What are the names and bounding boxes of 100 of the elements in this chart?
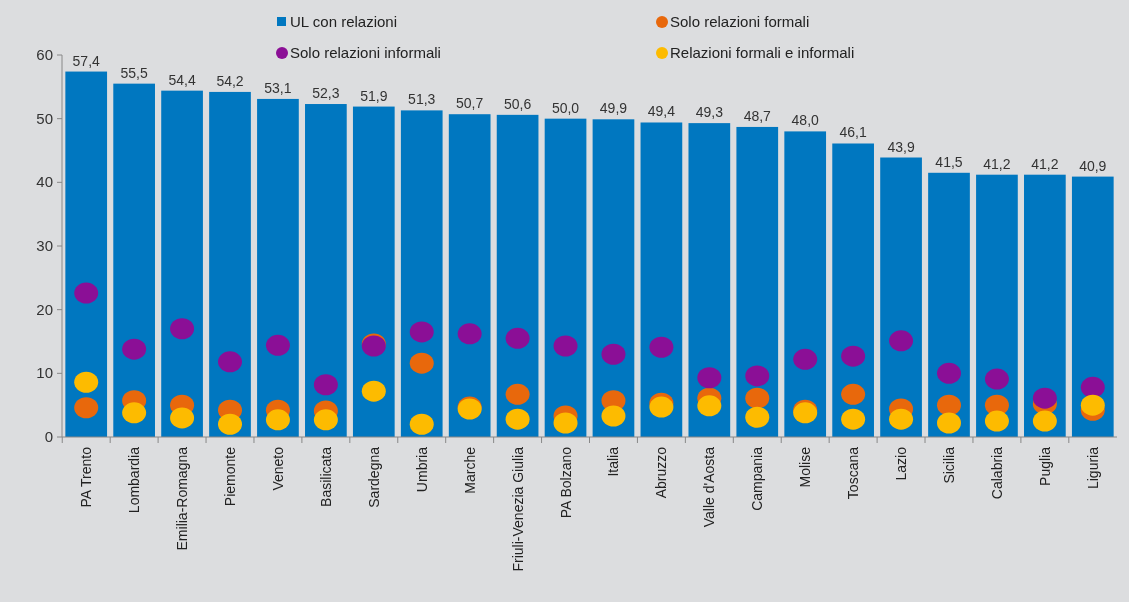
point [313, 374, 338, 396]
point [601, 343, 626, 365]
data-label: 49,4 [647, 103, 676, 120]
x-tick-label: Basilicata [317, 446, 334, 507]
data-label: 57,4 [72, 52, 101, 69]
y-tick-label: 40 [36, 173, 53, 191]
bar [832, 143, 874, 437]
bar [496, 114, 539, 437]
point [505, 327, 530, 349]
x-tick-label: Sicilia [941, 446, 957, 484]
point [841, 383, 866, 405]
bar [352, 106, 395, 437]
data-label: 50,6 [503, 95, 532, 112]
bar [305, 104, 347, 437]
point [745, 365, 770, 387]
point [793, 348, 818, 370]
point [553, 335, 578, 357]
x-tick-label: Abruzzo [653, 446, 670, 499]
point [984, 410, 1009, 432]
data-label: 46,1 [839, 124, 867, 141]
point [937, 394, 961, 416]
x-tick-label: Marche [461, 446, 478, 494]
point [649, 336, 674, 358]
point [1080, 394, 1105, 416]
x-tick-label: Veneto [269, 446, 286, 491]
point [361, 380, 386, 402]
x-tick-label: Lazio [893, 446, 910, 481]
data-label: 54,2 [216, 72, 244, 89]
x-tick-label: Friuli-Venezia Giulia [509, 446, 526, 572]
x-tick-label: Umbria [413, 446, 430, 493]
point [218, 351, 242, 373]
point [697, 395, 722, 417]
data-label: 52,3 [312, 85, 340, 102]
bar [1024, 174, 1066, 437]
point [409, 352, 434, 374]
point [1080, 376, 1105, 398]
x-tick-label: Emilia-Romagna [174, 446, 191, 551]
y-tick-label: 10 [36, 364, 53, 382]
x-tick-label: Lombardia [126, 446, 143, 514]
bar [65, 71, 108, 437]
legend-label: Solo relazioni formali [670, 13, 810, 30]
legend-label: UL con relazioni [290, 13, 397, 30]
y-tick-label: 20 [36, 300, 53, 318]
point [74, 397, 99, 419]
point [122, 402, 147, 424]
bar [736, 126, 779, 437]
point [122, 338, 147, 360]
bar [592, 119, 635, 437]
x-tick-label: Toscana [845, 446, 862, 500]
data-label: 48,0 [791, 112, 820, 129]
point [170, 318, 195, 340]
point [74, 371, 99, 393]
data-label: 54,4 [168, 71, 196, 88]
point [505, 408, 530, 430]
point [937, 412, 961, 434]
point [745, 406, 770, 428]
x-tick-label: Liguria [1084, 446, 1101, 490]
x-tick-label: Calabria [988, 446, 1005, 500]
bar [880, 157, 922, 437]
data-label: 41,2 [1031, 155, 1059, 172]
point [841, 408, 866, 430]
bar [448, 114, 491, 437]
point [218, 413, 242, 435]
point [505, 383, 530, 405]
bar [257, 98, 299, 437]
y-tick-label: 60 [36, 46, 53, 63]
data-label: 41,5 [935, 153, 963, 170]
bar [113, 83, 155, 437]
legend-label: Solo relazioni informali [290, 44, 441, 61]
point [313, 409, 338, 431]
x-tick-label: Campania [749, 446, 766, 511]
point [74, 282, 99, 304]
data-label: 55,5 [120, 64, 148, 81]
point [601, 405, 626, 427]
point [1032, 410, 1057, 432]
data-label: 51,9 [360, 87, 388, 104]
bar [209, 91, 251, 437]
point [984, 368, 1009, 390]
legend-label: Relazioni formali e informali [670, 44, 855, 61]
bar [544, 118, 587, 437]
data-label: 49,3 [695, 104, 724, 121]
y-tick-label: 30 [36, 237, 53, 254]
point [409, 413, 434, 435]
bar [640, 122, 683, 437]
y-tick-label: 0 [44, 428, 53, 445]
point [553, 412, 578, 434]
data-label: 49,9 [599, 100, 628, 117]
x-tick-label: PA Bolzano [557, 446, 574, 519]
point [889, 408, 914, 430]
bar [688, 123, 731, 437]
x-tick-label: Piemonte [222, 446, 238, 507]
x-tick-label: Italia [605, 446, 622, 477]
point [841, 345, 866, 367]
data-label: 53,1 [264, 79, 292, 96]
x-tick-label: Molise [797, 446, 814, 488]
point [170, 407, 195, 429]
data-label: 50,0 [551, 99, 580, 116]
point [889, 330, 914, 352]
x-tick-label: Puglia [1036, 446, 1053, 486]
point [697, 367, 722, 389]
